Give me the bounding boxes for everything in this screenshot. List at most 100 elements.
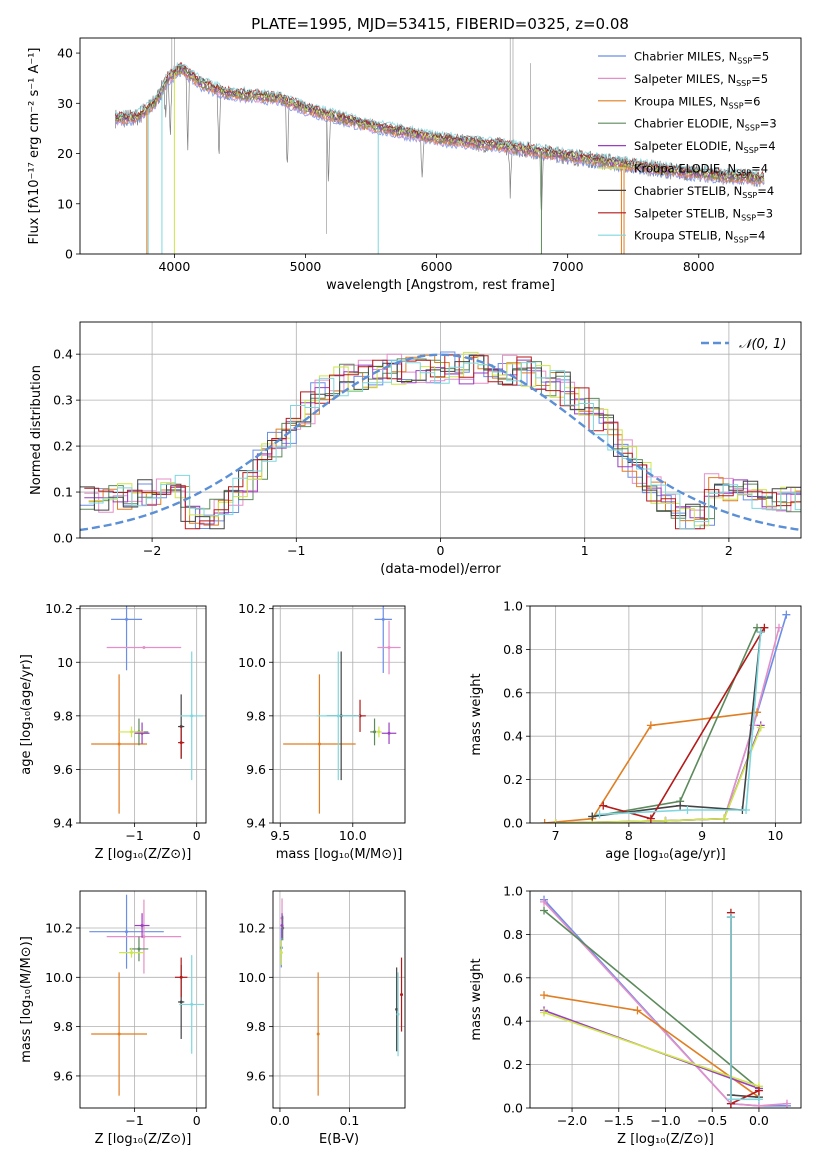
- legend-label: Kroupa MILES, NSSP=6: [634, 94, 760, 110]
- x-tick-label: 8: [625, 828, 633, 843]
- y-tick-label: 0.1: [53, 485, 73, 500]
- plus-marker: [540, 1008, 549, 1017]
- x-axis-label: mass [log₁₀(M/M⊙)]: [276, 847, 403, 862]
- legend-value: =3: [760, 117, 777, 131]
- x-tick-label: 7000: [552, 259, 584, 274]
- legend-label: Chabrier MILES, NSSP=5: [634, 50, 769, 66]
- plus-marker: [756, 723, 765, 732]
- plus-marker: [661, 816, 670, 823]
- x-tick-label: 2: [725, 543, 733, 558]
- axes-frame: [529, 605, 802, 824]
- y-axis-label: mass weight: [469, 958, 484, 1040]
- y-tick-label: 9.6: [246, 1068, 266, 1083]
- y-axis-label: age [log₁₀(age/yr)]: [19, 654, 34, 775]
- plus-marker: [540, 819, 549, 823]
- residuals-panel: −2 −1 0 1 2 0.0 0.1 0.2 0.3 0.4 (data-model)/error…: [29, 321, 802, 577]
- x-tick-label: −0.5: [697, 1113, 727, 1128]
- x-tick-label: 1: [581, 543, 589, 558]
- data-point: [373, 730, 377, 734]
- data-point: [190, 1002, 194, 1006]
- plus-marker: [754, 1095, 763, 1104]
- legend-value: =4: [759, 139, 776, 153]
- legend-label: Chabrier STELIB, NSSP=4: [634, 184, 774, 200]
- x-tick-label: 0.1: [339, 1113, 359, 1128]
- y-tick-label: 9.6: [53, 762, 73, 777]
- plus-marker: [646, 721, 655, 730]
- y-tick-label: 0.2: [503, 1057, 523, 1072]
- x-tick-label: 0: [437, 543, 445, 558]
- y-axis-label: Normed distribution: [29, 365, 44, 495]
- plus-marker: [720, 814, 729, 823]
- y-tick-label: 10.2: [45, 601, 73, 616]
- mass-weight-line: [592, 631, 762, 818]
- data-point: [140, 924, 144, 928]
- axes-frame: [272, 605, 406, 824]
- data-point: [130, 951, 134, 955]
- y-tick-label: 9.8: [246, 708, 266, 723]
- x-axis-label: wavelength [Angstrom, rest frame]: [326, 278, 555, 293]
- mass-weight-line: [730, 912, 760, 1105]
- normal-curve-line: [80, 353, 801, 532]
- legend-label: 𝒩(0, 1): [739, 337, 786, 352]
- plus-marker: [775, 623, 784, 632]
- plus-marker: [599, 801, 608, 810]
- axes-frame: [79, 321, 802, 539]
- data-point: [125, 617, 129, 621]
- data-point: [377, 730, 381, 734]
- y-tick-label: 0.4: [503, 1014, 523, 1029]
- y-tick-label: 10.2: [238, 601, 266, 616]
- scatter-plot-area: [89, 894, 205, 1096]
- line-plot-area: [540, 610, 791, 823]
- y-tick-label: 10: [57, 655, 73, 670]
- mass-weight-line: [543, 994, 760, 1098]
- x-tick-label: 9.5: [270, 828, 290, 843]
- plus-marker: [633, 1006, 642, 1015]
- y-tick-label: 1.0: [503, 599, 523, 614]
- scatter-plot-area: [279, 898, 404, 1096]
- plus-marker: [646, 814, 655, 823]
- x-tick-label: −1.5: [604, 1113, 634, 1128]
- residuals-plot-area: [80, 351, 801, 532]
- x-axis-label: (data-model)/error: [380, 562, 501, 577]
- y-tick-label: 9.4: [53, 816, 73, 831]
- data-point: [179, 1000, 183, 1004]
- y-tick-label: 0.6: [503, 970, 523, 985]
- y-tick-label: 0.2: [503, 772, 523, 787]
- residual-histogram-step: [88, 360, 801, 530]
- residual-histogram-step: [84, 359, 801, 525]
- x-axis-label: Z [log₁₀(Z/Z⊙)]: [95, 847, 192, 862]
- plus-marker: [742, 805, 751, 814]
- y-tick-label: 20: [57, 146, 73, 161]
- x-tick-label: −2.0: [557, 1113, 587, 1128]
- data-point: [125, 930, 129, 934]
- plus-marker: [683, 805, 692, 814]
- y-tick-label: 9.8: [53, 708, 73, 723]
- data-point: [387, 731, 391, 735]
- y-tick-label: 10.2: [238, 920, 266, 935]
- y-tick-label: 0.8: [503, 642, 523, 657]
- y-tick-label: 9.8: [53, 1019, 73, 1034]
- legend-value: =4: [757, 184, 774, 198]
- y-tick-label: 0.6: [503, 685, 523, 700]
- residual-histogram-step: [80, 355, 801, 530]
- y-tick-label: 9.4: [246, 816, 266, 831]
- x-tick-label: −1.0: [650, 1113, 680, 1128]
- residual-histogram-step: [84, 354, 801, 530]
- x-tick-label: −1: [125, 828, 143, 843]
- data-point: [317, 742, 321, 746]
- scatter-plot-area: [91, 606, 203, 814]
- scatter-plot-area: [283, 606, 401, 814]
- plus-marker: [540, 897, 549, 906]
- y-tick-label: 10: [57, 196, 73, 211]
- y-tick-label: 0: [65, 247, 73, 262]
- age-vs-mass-panel: 9.5 10.0 9.4 9.6 9.8 10.0 10.2 mass [log₁₀(M/M⊙…: [238, 601, 406, 862]
- y-tick-label: 10.2: [45, 920, 73, 935]
- model-spectrum-line: [115, 61, 764, 177]
- data-point: [142, 646, 146, 650]
- data-point: [190, 714, 194, 718]
- legend-label: Chabrier ELODIE, NSSP=3: [634, 117, 777, 133]
- data-point: [280, 924, 284, 928]
- model-spectrum-line: [115, 67, 764, 183]
- plus-marker: [756, 628, 765, 637]
